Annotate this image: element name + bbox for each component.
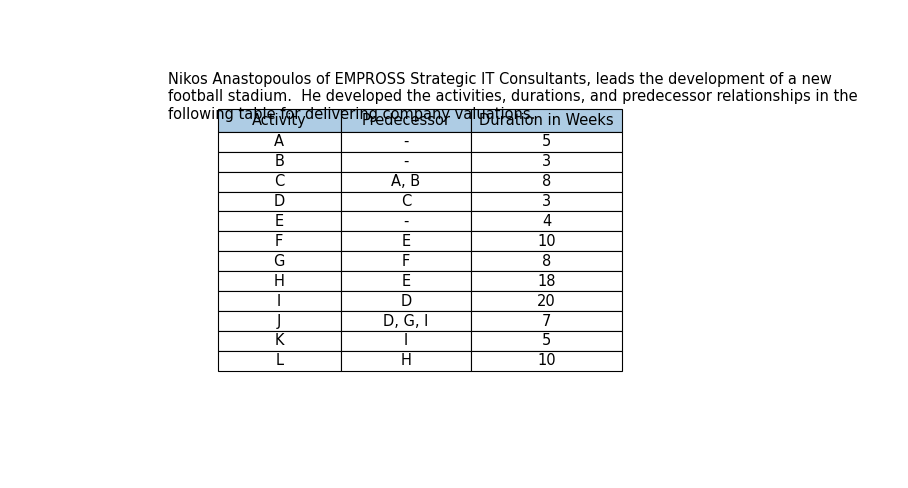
FancyBboxPatch shape xyxy=(471,231,622,251)
Text: A, B: A, B xyxy=(391,174,420,189)
Text: H: H xyxy=(274,274,285,289)
Text: 10: 10 xyxy=(538,234,556,249)
FancyBboxPatch shape xyxy=(218,172,340,192)
FancyBboxPatch shape xyxy=(340,109,471,132)
FancyBboxPatch shape xyxy=(471,211,622,231)
Text: Activity: Activity xyxy=(252,113,307,128)
Text: K: K xyxy=(274,333,284,348)
Text: -: - xyxy=(403,154,409,169)
FancyBboxPatch shape xyxy=(218,331,340,351)
Text: I: I xyxy=(277,294,281,308)
FancyBboxPatch shape xyxy=(340,271,471,291)
Text: E: E xyxy=(401,234,410,249)
Text: B: B xyxy=(274,154,284,169)
FancyBboxPatch shape xyxy=(218,109,340,132)
FancyBboxPatch shape xyxy=(218,271,340,291)
FancyBboxPatch shape xyxy=(471,109,622,132)
FancyBboxPatch shape xyxy=(218,291,340,311)
Text: 8: 8 xyxy=(542,254,551,269)
Text: Nikos Anastopoulos of EMPROSS Strategic IT Consultants, leads the development of: Nikos Anastopoulos of EMPROSS Strategic … xyxy=(168,72,833,87)
Text: -: - xyxy=(403,134,409,149)
FancyBboxPatch shape xyxy=(340,351,471,371)
FancyBboxPatch shape xyxy=(471,311,622,331)
Text: 20: 20 xyxy=(538,294,556,308)
FancyBboxPatch shape xyxy=(471,351,622,371)
Text: I: I xyxy=(404,333,408,348)
Text: Predecessor: Predecessor xyxy=(361,113,450,128)
Text: F: F xyxy=(275,234,283,249)
FancyBboxPatch shape xyxy=(340,172,471,192)
FancyBboxPatch shape xyxy=(218,251,340,271)
Text: C: C xyxy=(400,194,411,209)
FancyBboxPatch shape xyxy=(340,331,471,351)
Text: A: A xyxy=(274,134,284,149)
FancyBboxPatch shape xyxy=(340,211,471,231)
FancyBboxPatch shape xyxy=(218,311,340,331)
Text: J: J xyxy=(277,313,281,328)
FancyBboxPatch shape xyxy=(471,291,622,311)
FancyBboxPatch shape xyxy=(340,291,471,311)
FancyBboxPatch shape xyxy=(471,192,622,211)
FancyBboxPatch shape xyxy=(218,211,340,231)
Text: 3: 3 xyxy=(542,154,551,169)
FancyBboxPatch shape xyxy=(218,132,340,152)
Text: 5: 5 xyxy=(542,134,551,149)
FancyBboxPatch shape xyxy=(218,351,340,371)
FancyBboxPatch shape xyxy=(471,132,622,152)
Text: D, G, I: D, G, I xyxy=(383,313,429,328)
FancyBboxPatch shape xyxy=(340,231,471,251)
FancyBboxPatch shape xyxy=(218,152,340,172)
Text: C: C xyxy=(274,174,284,189)
FancyBboxPatch shape xyxy=(340,152,471,172)
Text: G: G xyxy=(273,254,285,269)
FancyBboxPatch shape xyxy=(471,331,622,351)
Text: F: F xyxy=(401,254,410,269)
FancyBboxPatch shape xyxy=(471,271,622,291)
Text: 3: 3 xyxy=(542,194,551,209)
Text: -: - xyxy=(403,214,409,229)
FancyBboxPatch shape xyxy=(340,132,471,152)
Text: 18: 18 xyxy=(538,274,556,289)
Text: Duration in Weeks: Duration in Weeks xyxy=(479,113,614,128)
FancyBboxPatch shape xyxy=(218,192,340,211)
Text: football stadium.  He developed the activities, durations, and predecessor relat: football stadium. He developed the activ… xyxy=(168,89,858,104)
Text: E: E xyxy=(401,274,410,289)
Text: L: L xyxy=(275,353,283,368)
FancyBboxPatch shape xyxy=(340,311,471,331)
Text: 10: 10 xyxy=(538,353,556,368)
Text: 5: 5 xyxy=(542,333,551,348)
Text: E: E xyxy=(274,214,284,229)
Text: 4: 4 xyxy=(542,214,551,229)
FancyBboxPatch shape xyxy=(218,231,340,251)
Text: following table for delivering company valuations.: following table for delivering company v… xyxy=(168,107,536,122)
Text: 7: 7 xyxy=(542,313,551,328)
Text: 8: 8 xyxy=(542,174,551,189)
FancyBboxPatch shape xyxy=(471,251,622,271)
FancyBboxPatch shape xyxy=(471,152,622,172)
Text: H: H xyxy=(400,353,411,368)
FancyBboxPatch shape xyxy=(471,172,622,192)
FancyBboxPatch shape xyxy=(340,192,471,211)
Text: D: D xyxy=(273,194,285,209)
Text: D: D xyxy=(400,294,411,308)
FancyBboxPatch shape xyxy=(340,251,471,271)
